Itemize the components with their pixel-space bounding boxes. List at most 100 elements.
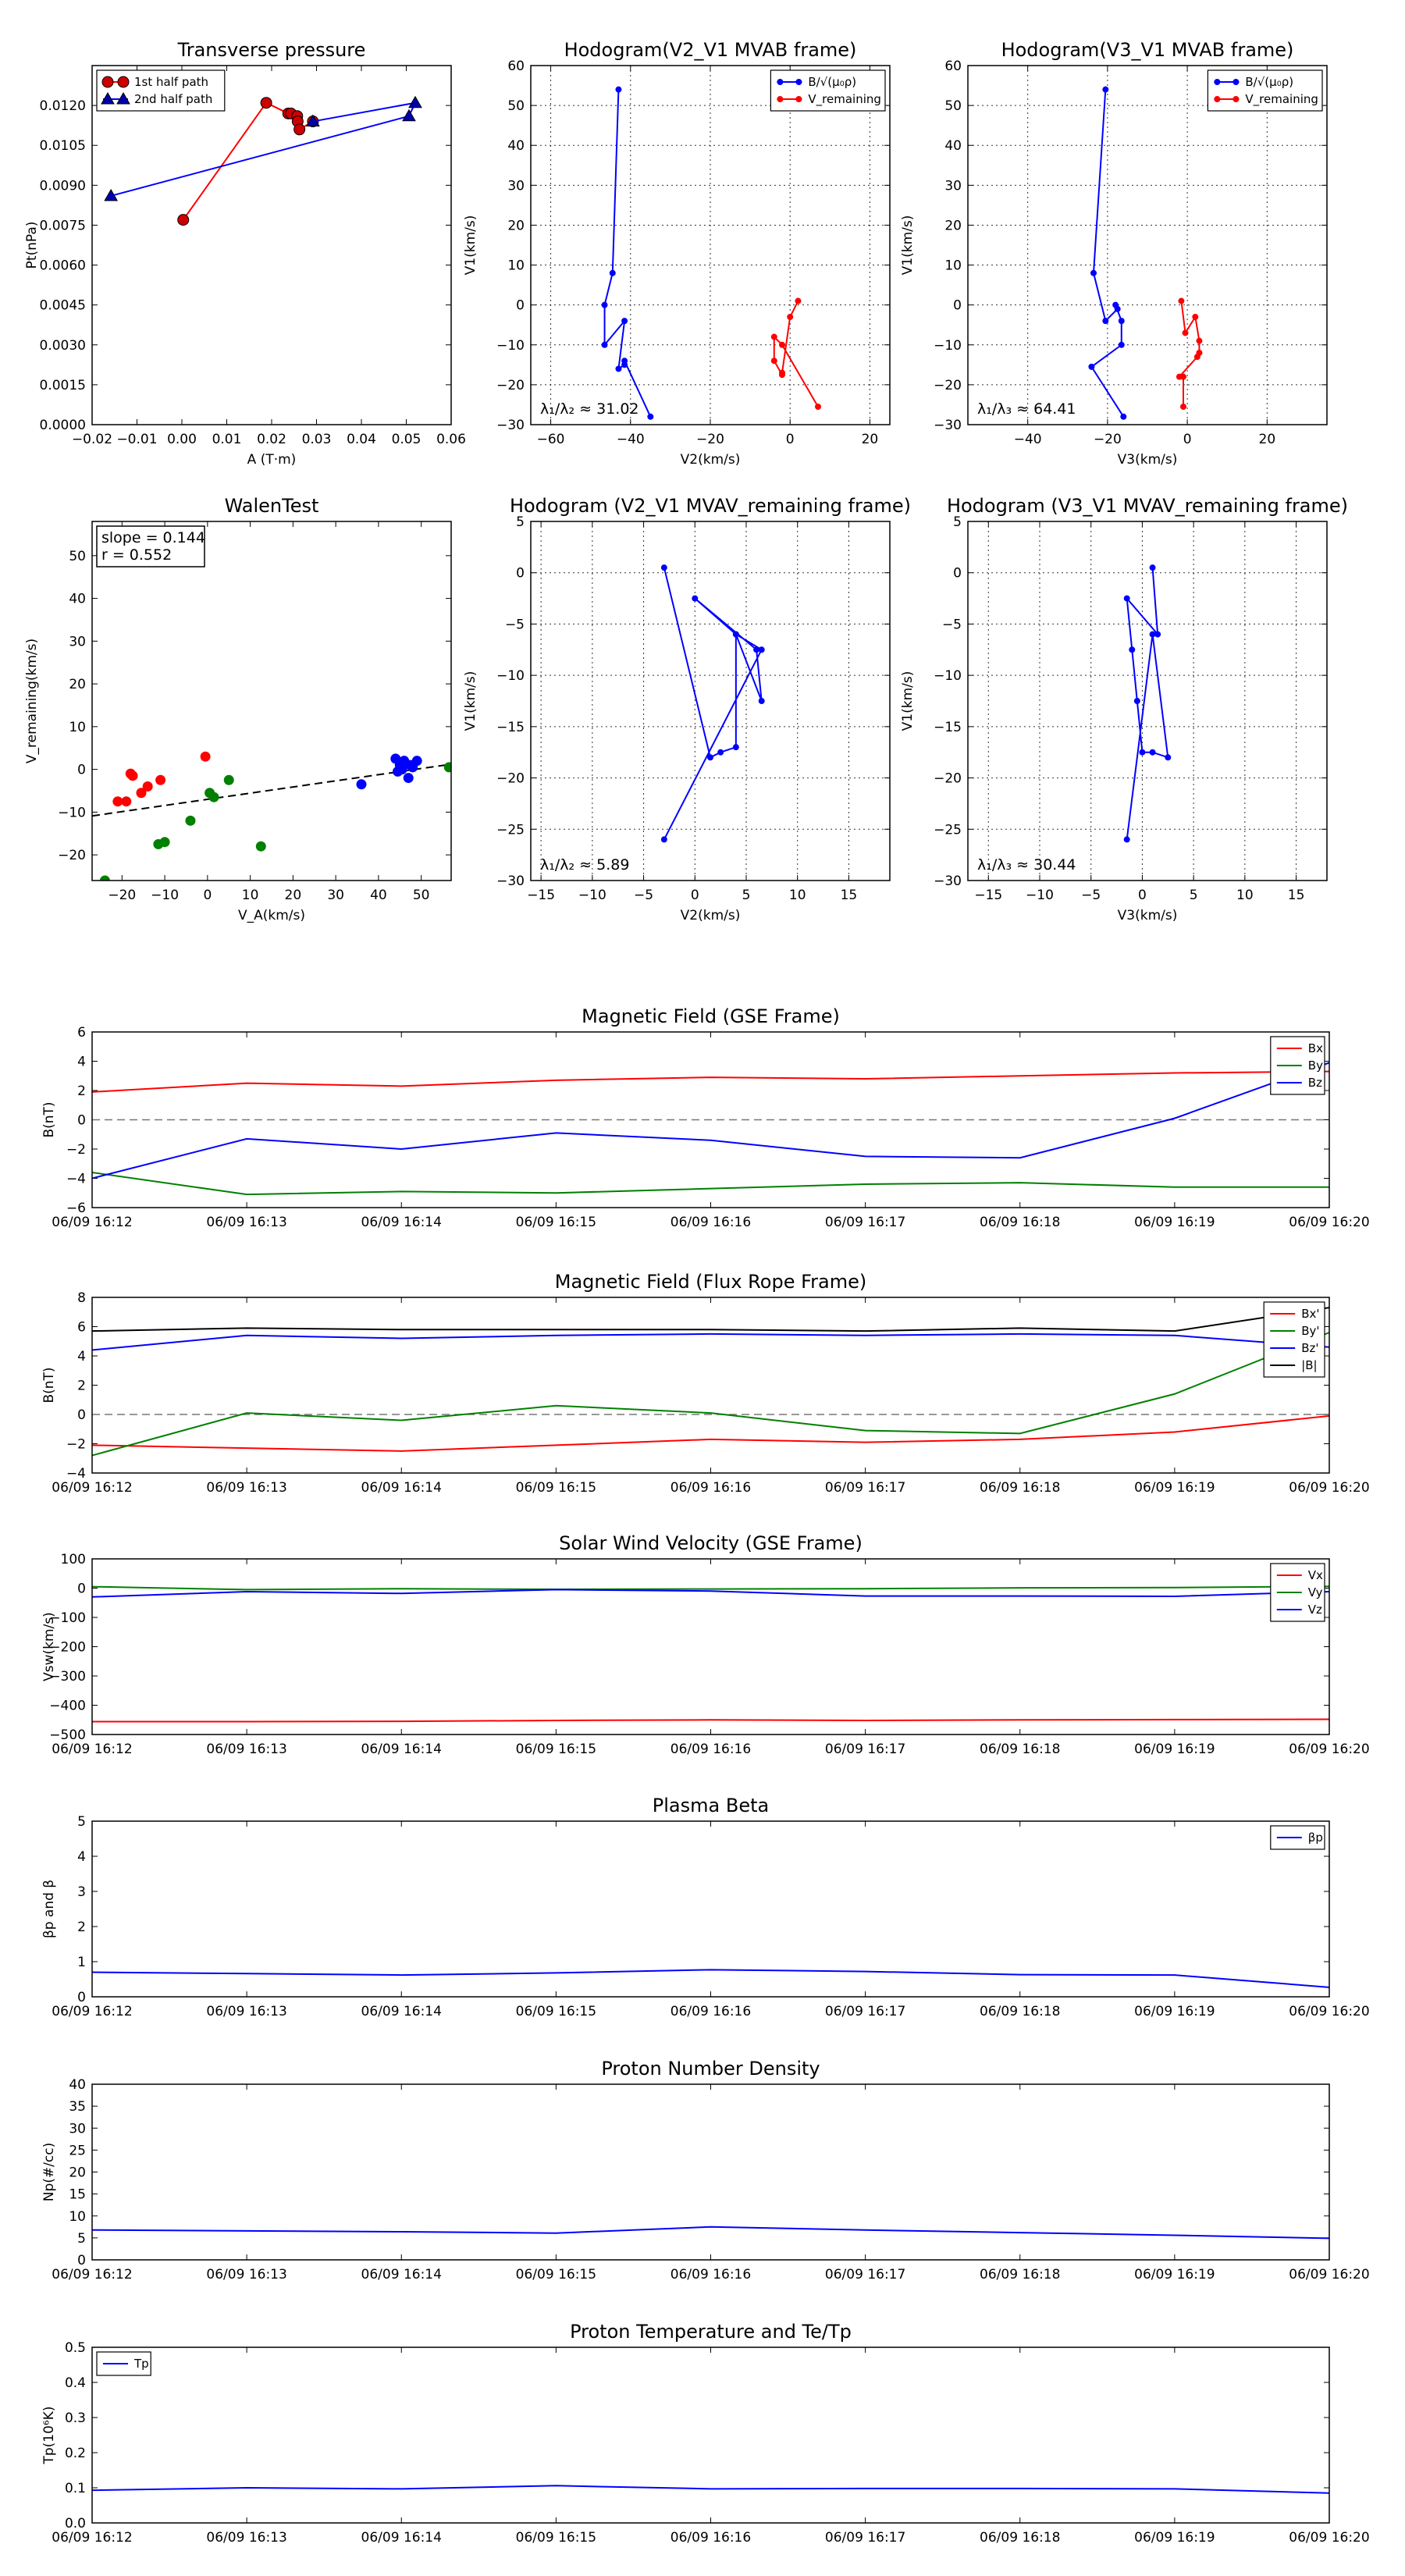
y-tick-label: 0.0090 — [40, 178, 86, 194]
x-tick-label: 06/09 16:13 — [206, 2530, 286, 2546]
plot-area — [92, 1969, 1329, 1988]
chart-h2: Hodogram(V3_V1 MVAB frame) −40 −20 0 20 −30 −2… — [900, 39, 1328, 468]
data-point — [621, 358, 628, 365]
stats-box-frame — [96, 525, 205, 568]
plot-area — [92, 751, 451, 881]
series-line — [663, 567, 763, 840]
legend: βp — [1270, 1825, 1325, 1850]
chart-title: Transverse pressure — [177, 39, 366, 61]
x-tick-label: 06/09 16:14 — [361, 1480, 442, 1496]
y-tick-label: 0 — [77, 1990, 86, 2005]
x-tick-label: 0.04 — [347, 432, 376, 447]
x-tick-label: 0.01 — [212, 432, 242, 447]
y-tick-label: −5 — [505, 617, 525, 632]
y-tick-label: 30 — [507, 178, 525, 194]
data-point — [601, 341, 608, 348]
data-point — [1180, 404, 1186, 410]
scatter-point — [223, 774, 234, 785]
data-point — [758, 646, 765, 653]
data-point — [609, 269, 616, 276]
y-tick-label: −6 — [66, 1201, 86, 1216]
x-tick-label: 0 — [786, 432, 795, 447]
legend-label: Vz — [1308, 1603, 1322, 1617]
data-point — [660, 836, 667, 843]
eigenvalue-ratio-annotation: λ₁/λ₃ ≈ 30.44 — [977, 856, 1076, 873]
x-tick-label: 06/09 16:12 — [52, 2267, 132, 2282]
plot-frame — [91, 2083, 1330, 2261]
x-tick-label: 06/09 16:12 — [52, 1480, 132, 1496]
y-axis-label: V1(km/s) — [900, 671, 916, 731]
x-tick-label: 20 — [285, 888, 302, 903]
x-tick-label: 06/09 16:17 — [825, 2004, 905, 2019]
legend-label: βp — [1308, 1831, 1323, 1845]
data-point — [779, 341, 785, 348]
y-axis-label: B(nT) — [41, 1101, 57, 1137]
y-tick-label: 5 — [516, 514, 525, 530]
x-tick-label: 06/09 16:20 — [1289, 2530, 1369, 2546]
y-tick-label: 100 — [61, 1552, 86, 1567]
chart-h4: Hodogram (V3_V1 MVAV_remaining frame) −15… — [900, 495, 1348, 923]
data-point — [707, 754, 713, 761]
legend-marker — [795, 96, 802, 102]
scatter-point — [99, 875, 110, 881]
y-tick-label: 0.1 — [65, 2481, 86, 2496]
x-tick-label: 30 — [327, 888, 344, 903]
series-b- — [601, 86, 654, 420]
plot-area — [92, 1307, 1329, 1457]
legend-label: Bz — [1308, 1076, 1322, 1090]
y-tick-label: 0.0030 — [40, 338, 86, 354]
x-tick-label: 06/09 16:17 — [825, 1480, 905, 1496]
x-tick-label: 06/09 16:18 — [980, 2267, 1060, 2282]
plot-area — [92, 2485, 1329, 2494]
series-0 — [92, 2226, 1329, 2240]
y-tick-label: −5 — [942, 617, 962, 632]
y-tick-label: 0 — [953, 298, 962, 314]
y-axis-label: βp and β — [41, 1880, 57, 1938]
legend-marker — [101, 91, 115, 105]
scatter-point — [208, 792, 219, 802]
y-tick-label: 0.0060 — [40, 258, 86, 274]
y-tick-label: −20 — [496, 771, 525, 787]
chart-ts_bfr: Magnetic Field (Flux Rope Frame) 06/09 16… — [41, 1271, 1370, 1496]
x-axis-label: V3(km/s) — [1118, 908, 1178, 923]
data-point — [601, 301, 608, 308]
plot-frame — [91, 1558, 1330, 1735]
plot-area — [92, 1062, 1329, 1196]
y-tick-label: −15 — [496, 720, 525, 735]
x-tick-label: 06/09 16:12 — [52, 2004, 132, 2019]
x-tick-label: 06/09 16:18 — [980, 1215, 1060, 1230]
y-tick-label: −30 — [934, 873, 962, 889]
y-tick-label: 20 — [944, 218, 962, 233]
eigenvalue-ratio-annotation: λ₁/λ₂ ≈ 5.89 — [540, 856, 629, 873]
chart-ts_b: Magnetic Field (GSE Frame) 06/09 16:12 06/… — [41, 1005, 1370, 1230]
x-tick-label: 20 — [1259, 432, 1276, 447]
chart-title: Hodogram (V3_V1 MVAV_remaining frame) — [947, 495, 1348, 517]
data-point — [770, 358, 777, 365]
grid-lines — [531, 65, 890, 425]
y-tick-label: 10 — [944, 258, 962, 274]
stats-line: r = 0.552 — [101, 546, 172, 564]
chart-title: Proton Temperature and Te/Tp — [570, 2321, 852, 2343]
y-tick-label: 4 — [77, 1055, 86, 1070]
data-point — [615, 365, 622, 372]
data-point — [717, 749, 724, 756]
chart-title: Plasma Beta — [653, 1795, 769, 1816]
data-point — [1182, 329, 1189, 336]
y-axis-label: V1(km/s) — [463, 671, 478, 731]
data-point — [1118, 341, 1125, 348]
y-tick-label: 2 — [77, 1920, 86, 1935]
series-bz — [92, 1062, 1329, 1179]
x-tick-label: 06/09 16:15 — [516, 1742, 596, 1757]
scatter-point — [411, 756, 422, 767]
scatter-point — [443, 762, 451, 773]
y-tick-label: 0 — [77, 1113, 86, 1129]
plot-frame — [91, 1297, 1330, 1474]
x-axis-label: V3(km/s) — [1118, 452, 1178, 468]
plot-area — [1123, 564, 1172, 843]
scatter-point — [356, 779, 367, 790]
y-tick-label: 10 — [69, 720, 86, 735]
series-vz — [92, 1589, 1329, 1598]
x-tick-label: 0.00 — [167, 432, 197, 447]
plot-area — [601, 86, 821, 420]
y-tick-label: 0.5 — [65, 2340, 86, 2356]
